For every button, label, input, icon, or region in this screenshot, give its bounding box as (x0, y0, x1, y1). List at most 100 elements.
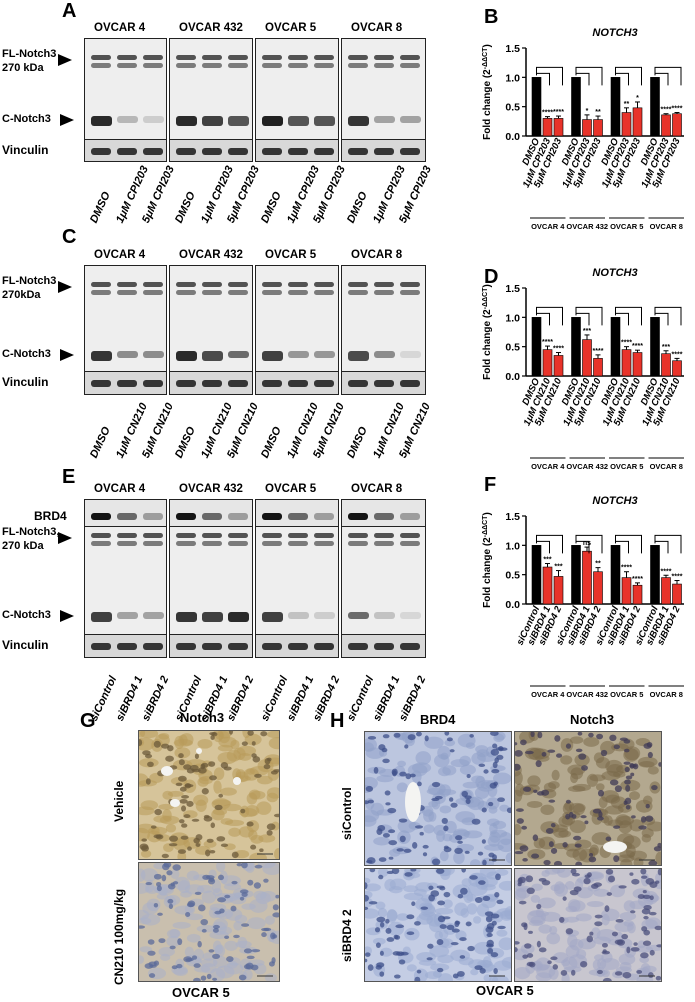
nucleus (490, 748, 500, 756)
nucleus (367, 736, 377, 740)
cell-shape (504, 906, 511, 920)
nucleus (592, 808, 602, 814)
fl-band (176, 63, 196, 68)
cell-line-label: OVCAR 8 (351, 483, 403, 495)
nucleus (654, 925, 661, 931)
nucleus (647, 751, 653, 759)
nucleus (651, 784, 658, 791)
nucleus (431, 781, 441, 788)
nucleus (629, 872, 634, 876)
significance-label: * (586, 108, 589, 115)
vinculin-band (228, 148, 248, 155)
fl-band (176, 533, 196, 538)
cell-shape (203, 840, 217, 848)
nucleus (623, 761, 631, 765)
fl-band (400, 541, 420, 546)
cell-shape (505, 852, 511, 864)
brd4-band (143, 513, 163, 520)
nucleus (486, 939, 494, 947)
cell-shape (249, 765, 269, 776)
tissue-gap (170, 799, 180, 807)
nucleus (522, 858, 528, 862)
cell-shape (396, 782, 408, 793)
nucleus (640, 869, 647, 875)
cell-shape (541, 870, 550, 877)
nucleus (206, 973, 212, 980)
cell-shape (538, 924, 552, 934)
nucleus (545, 828, 554, 834)
c-notch3-band (176, 116, 197, 126)
nucleus (178, 775, 187, 782)
nucleus (613, 744, 620, 750)
nucleus (497, 925, 506, 930)
nucleus (449, 749, 455, 753)
nucleus (601, 942, 608, 948)
nucleus (214, 804, 223, 811)
nucleus (571, 814, 577, 819)
cell-shape (196, 924, 217, 933)
c-notch3-band (262, 351, 283, 361)
nucleus (177, 849, 187, 854)
nucleus (645, 815, 654, 822)
nucleus (179, 786, 187, 792)
vinculin-strip (170, 371, 252, 394)
cell-shape (386, 908, 398, 923)
nucleus (489, 782, 497, 789)
nucleus (498, 746, 504, 752)
significance-label: ** (624, 101, 630, 108)
fl-band (400, 282, 420, 287)
cell-shape (438, 767, 451, 777)
nucleus (597, 816, 604, 821)
nucleus (494, 891, 500, 898)
cell-shape (515, 824, 522, 836)
bar (610, 545, 621, 605)
cell-shape (553, 883, 568, 897)
cell-shape (480, 781, 492, 789)
nucleus (254, 864, 263, 869)
vinculin-strip (85, 634, 166, 657)
nucleus (224, 935, 230, 940)
cell-shape (655, 851, 661, 865)
fl-band (228, 282, 248, 287)
nucleus (202, 874, 211, 880)
nucleus (148, 973, 156, 978)
cell-shape (186, 870, 200, 881)
nucleus (520, 739, 527, 746)
nucleus (495, 873, 501, 881)
brd4-band (400, 513, 420, 520)
cell-shape (567, 899, 581, 913)
cell-shape (248, 829, 258, 841)
nucleus (457, 893, 464, 899)
nucleus (367, 799, 374, 804)
fl-band (374, 55, 394, 60)
bar (672, 583, 682, 605)
nucleus (379, 971, 385, 977)
comparison-bracket (575, 306, 603, 326)
nucleus (536, 940, 541, 948)
cell-shape (365, 809, 380, 823)
fl-band (202, 541, 222, 546)
nucleus (193, 837, 200, 844)
nucleus (471, 818, 481, 825)
bar (553, 355, 564, 377)
cell-shape (619, 911, 637, 921)
nucleus (194, 891, 202, 895)
nucleus (565, 799, 571, 804)
bar (582, 550, 592, 605)
nucleus (191, 955, 198, 960)
cell-shape (202, 952, 216, 961)
bar (542, 566, 553, 605)
vinculin-band (400, 380, 420, 387)
c-notch3-band (400, 612, 421, 619)
nucleus (586, 935, 594, 943)
cell-shape (527, 909, 547, 924)
nucleus (161, 853, 169, 859)
c-notch3-band (288, 116, 309, 126)
nucleus (387, 807, 397, 814)
nucleus (260, 731, 268, 737)
cell-shape (139, 955, 145, 964)
cell-shape (268, 737, 279, 750)
nucleus (209, 850, 216, 854)
nucleus (382, 734, 390, 739)
